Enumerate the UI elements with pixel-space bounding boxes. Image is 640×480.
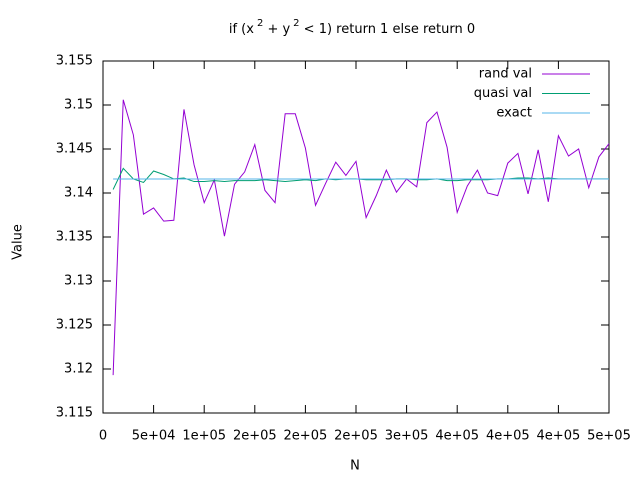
x-tick-label: 1e+05 (182, 429, 226, 444)
line-series (112, 99, 610, 376)
y-tick-label: 3.15 (64, 98, 93, 113)
x-tick-label: 5e+05 (587, 429, 631, 444)
x-tick-label: 4e+05 (537, 429, 581, 444)
legend-label: exact (496, 106, 532, 121)
title-part: + y (263, 22, 290, 37)
y-tick-label: 3.125 (56, 318, 93, 333)
y-tick-label: 3.115 (56, 406, 93, 421)
y-axis-label: Value (11, 224, 26, 260)
x-tick-label: 2e+05 (284, 429, 328, 444)
x-tick-label: 2e+05 (334, 429, 378, 444)
y-tick-label: 3.14 (64, 186, 93, 201)
x-tick-label: 0 (99, 429, 107, 444)
y-tick-label: 3.145 (56, 142, 93, 157)
x-tick-label: 4e+05 (486, 429, 530, 444)
title-superscript: 2 (257, 18, 263, 29)
y-tick-label: 3.13 (64, 274, 93, 289)
legend-label: quasi val (474, 86, 532, 101)
x-axis-label: N (350, 459, 360, 474)
x-tick-label: 4e+05 (435, 429, 479, 444)
x-tick-label: 2e+05 (233, 429, 277, 444)
x-tick-label: 3e+05 (385, 429, 429, 444)
plot-border (102, 60, 610, 414)
legend-label: rand val (479, 67, 532, 82)
title-part: < 1) return 1 else return 0 (300, 22, 476, 37)
y-tick-label: 3.155 (56, 54, 93, 69)
y-tick-label: 3.12 (64, 362, 93, 377)
y-tick-label: 3.135 (56, 230, 93, 245)
title-part: if (x (229, 22, 254, 37)
x-tick-label: 5e+04 (132, 429, 176, 444)
title-superscript: 2 (293, 18, 299, 29)
